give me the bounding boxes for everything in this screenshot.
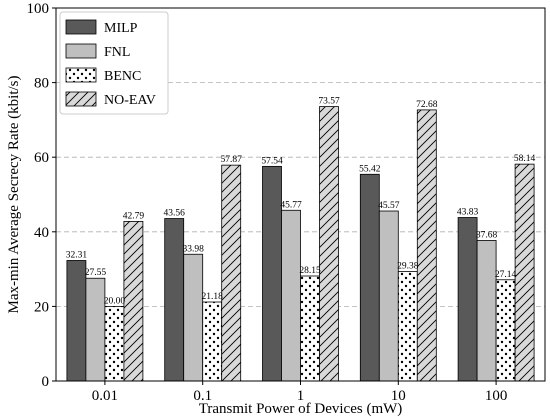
legend-swatch-milp [65,19,97,35]
bar-milp-0.01 [66,260,87,382]
data-label-benc-0.1: 21.18 [202,292,224,302]
legend-label-benc: BENC [104,69,141,84]
legend-label-no-eav: NO-EAV [104,93,156,108]
bar-fnl-10 [378,210,399,382]
bar-benc-10 [397,271,418,382]
bar-benc-0.1 [202,301,223,382]
bar-fnl-100 [476,240,497,382]
data-label-milp-0.1: 43.56 [164,209,186,219]
data-label-no-eav-0.1: 57.87 [221,155,243,165]
y-tick-label-80: 80 [34,76,49,92]
bar-milp-100 [457,217,478,382]
bar-milp-10 [359,173,380,382]
data-label-benc-100: 27.14 [495,270,517,280]
data-label-fnl-100: 37.68 [476,230,498,240]
y-tick-label-100: 100 [27,1,50,17]
x-tick-label-1: 1 [297,388,305,404]
data-label-benc-10: 29.38 [397,261,419,271]
axes: 0 20 40 60 80 100 0.01 0.1 1 10 100 [27,1,546,404]
bar-no-eav-100 [514,163,535,382]
legend-label-milp: MILP [104,21,138,36]
legend-swatch-benc [65,67,97,83]
bar-fnl-1 [281,209,301,382]
data-label-no-eav-1: 73.57 [318,97,340,107]
data-label-benc-1: 28.15 [299,266,321,276]
legend: MILP FNL BENC NO-EAV [59,11,169,115]
data-label-milp-1: 57.54 [261,156,283,166]
x-tick-label-100: 100 [485,388,508,404]
data-label-fnl-10: 45.57 [378,201,400,211]
bar-no-eav-0.1 [221,164,242,382]
x-axis-title: Transmit Power of Devices (mW) [199,401,403,417]
bar-fnl-0.1 [183,253,204,382]
bar-no-eav-0.01 [123,220,144,382]
y-axis-title: Max-min Average Secrecy Rate (kbit/s) [6,76,22,314]
data-label-no-eav-10: 72.68 [416,100,438,110]
bar-no-eav-1 [319,106,339,382]
legend-swatch-no-eav [65,91,97,107]
bars [66,106,535,382]
y-tick-label-40: 40 [34,225,49,241]
x-tick-label-10: 10 [391,388,406,404]
y-tick-label-0: 0 [42,374,50,390]
data-label-milp-100: 43.83 [457,208,479,218]
data-label-fnl-0.01: 27.55 [85,268,107,278]
data-label-fnl-1: 45.77 [280,200,302,210]
bar-benc-0.01 [104,305,125,382]
bar-fnl-0.01 [85,277,106,382]
x-tick-label-0.01: 0.01 [92,388,118,404]
data-label-no-eav-0.01: 42.79 [123,211,145,221]
data-label-fnl-0.1: 33.98 [183,244,205,254]
data-label-benc-0.01: 20.00 [104,296,126,306]
bar-milp-0.1 [164,218,185,382]
x-tick-label-0.1: 0.1 [193,388,212,404]
data-label-milp-10: 55.42 [359,164,381,174]
data-labels: 32.31 27.55 20.00 42.79 43.56 33.98 21.18 57.87… [66,97,536,307]
legend-label-fnl: FNL [104,45,130,60]
y-tick-label-20: 20 [34,299,49,315]
data-label-milp-0.01: 32.31 [66,250,88,260]
bar-no-eav-10 [416,109,437,382]
data-label-no-eav-100: 58.14 [514,154,536,164]
bar-benc-100 [495,279,516,382]
bar-milp-1 [262,165,282,382]
legend-swatch-fnl [65,43,97,59]
bar-benc-1 [300,275,320,382]
legend-box [59,11,169,115]
y-tick-label-60: 60 [34,150,49,166]
